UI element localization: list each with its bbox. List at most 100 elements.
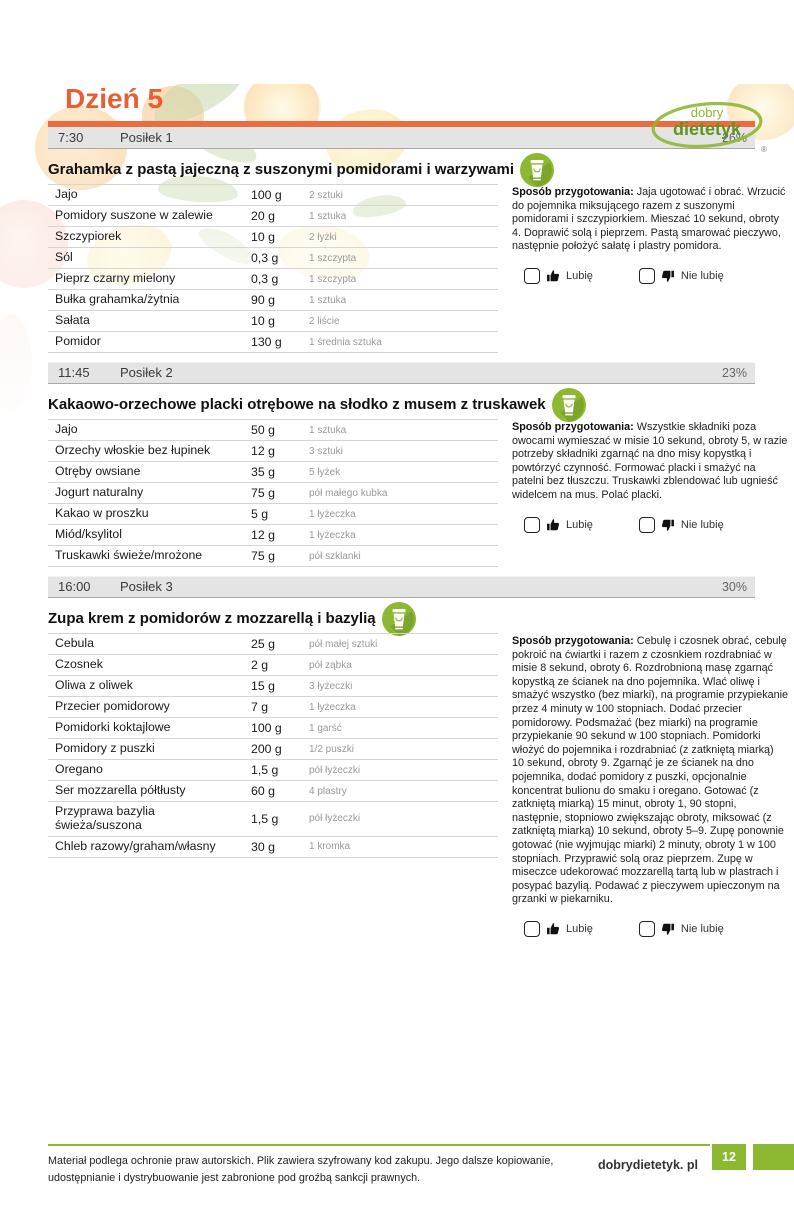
footer-corner-block <box>753 1144 794 1170</box>
ingredient-row: Kakao w proszku 5 g 1 łyżeczka <box>48 504 498 525</box>
ingredient-measure: 1 sztuka <box>309 210 347 222</box>
ingredient-amount: 60 g <box>251 784 275 798</box>
ingredient-name: Czosnek <box>55 657 103 672</box>
ingredient-amount: 75 g <box>251 549 275 563</box>
rating-row: Lubię Nie lubię <box>512 516 788 533</box>
meal-energy-percent: 30% <box>721 579 747 594</box>
meal-body: Jajo 100 g 2 sztuki Pomidory suszone w z… <box>48 184 788 353</box>
recipe-title-row: Kakaowo-orzechowe placki otrębowe na sło… <box>48 387 794 422</box>
preparation-paragraph: Sposób przygotowania: Wszystkie składnik… <box>512 421 788 503</box>
dislike-checkbox[interactable] <box>638 267 655 284</box>
preparation-text: Cebulę i czosnek obrać, cebulę pokroić n… <box>512 635 789 906</box>
registered-trademark-icon: ® <box>761 145 767 154</box>
ingredient-row: Truskawki świeże/mrożone 75 g pół szklan… <box>48 546 498 567</box>
ingredient-row: Ser mozzarella półtłusty 60 g 4 plastry <box>48 781 498 802</box>
ingredient-name: Sałata <box>55 313 90 328</box>
ingredient-measure: 4 plastry <box>309 785 347 797</box>
meal-header-bar: 11:45 Posiłek 2 23% <box>48 362 755 384</box>
meal-name: Posiłek 1 <box>120 130 173 145</box>
meal-name: Posiłek 2 <box>120 365 173 380</box>
ingredient-row: Chleb razowy/graham/własny 30 g 1 kromka <box>48 836 498 858</box>
page-footer: Materiał podlega ochronie praw autorskic… <box>0 1142 794 1207</box>
ingredient-name: Szczypiorek <box>55 229 122 244</box>
recipe-title-row: Zupa krem z pomidorów z mozzarellą i baz… <box>48 601 794 636</box>
copyright-text: Materiał podlega ochronie praw autorskic… <box>48 1155 554 1184</box>
ingredient-amount: 75 g <box>251 486 275 500</box>
ingredient-amount: 200 g <box>251 742 282 756</box>
ingredient-amount: 0,3 g <box>251 272 279 286</box>
blender-icon <box>381 601 417 642</box>
preparation-label: Sposób przygotowania: <box>512 421 634 433</box>
footer-divider-line <box>48 1144 710 1146</box>
like-label: Lubię <box>566 518 593 531</box>
page-number-badge: 12 <box>712 1144 746 1170</box>
meal-name: Posiłek 3 <box>120 579 173 594</box>
ingredient-measure: 1/2 puszki <box>309 743 355 755</box>
ingredient-row: Oregano 1,5 g pół łyżeczki <box>48 760 498 781</box>
ingredient-measure: 1 garść <box>309 722 342 734</box>
dislike-button[interactable]: Nie lubię <box>638 516 724 533</box>
rating-row: Lubię Nie lubię <box>512 267 788 284</box>
ingredient-row: Bułka grahamka/żytnia 90 g 1 sztuka <box>48 290 498 311</box>
ingredient-amount: 100 g <box>251 188 282 202</box>
ingredient-amount: 20 g <box>251 209 275 223</box>
ingredient-name: Cebula <box>55 636 94 651</box>
ingredient-row: Cebula 25 g pół małej sztuki <box>48 634 498 655</box>
meal-time: 11:45 <box>58 365 90 380</box>
ingredient-measure: 1 sztuka <box>309 424 347 436</box>
thumbs-down-icon <box>661 518 675 532</box>
like-checkbox[interactable] <box>524 516 540 533</box>
like-button[interactable]: Lubię <box>524 267 593 284</box>
ingredient-amount: 2 g <box>251 658 269 672</box>
ingredient-row: Pomidorki koktajlowe 100 g 1 garść <box>48 718 498 739</box>
ingredient-measure: 2 łyżki <box>309 231 337 243</box>
ingredient-row: Jajo 50 g 1 sztuka <box>48 420 498 441</box>
dobry-dietetyk-logo: dobry dietetyk ® <box>651 101 767 154</box>
ingredient-measure: 2 sztuki <box>309 189 343 201</box>
preparation-column: Sposób przygotowania: Wszystkie składnik… <box>512 419 788 533</box>
preparation-text: Jaja ugotować i obrać. Wrzucić do pojemn… <box>512 186 786 253</box>
logo-word-dobry: dobry <box>691 105 724 120</box>
meal-header-bar: 16:00 Posiłek 3 30% <box>48 576 755 598</box>
like-label: Lubię <box>566 269 593 282</box>
meals-list: 7:30 Posiłek 1 26% Grahamka z pastą jaje… <box>0 127 794 937</box>
ingredient-measure: 1 łyżeczka <box>309 529 356 541</box>
preparation-label: Sposób przygotowania: <box>512 635 634 647</box>
ingredient-measure: 1 łyżeczka <box>309 701 356 713</box>
blender-icon <box>519 152 555 193</box>
meal-section: 7:30 Posiłek 1 26% Grahamka z pastą jaje… <box>0 127 794 353</box>
ingredient-measure: 5 łyżek <box>309 466 341 478</box>
like-button[interactable]: Lubię <box>524 920 593 937</box>
ingredient-measure: 1 kromka <box>309 841 351 853</box>
ingredient-row: Orzechy włoskie bez łupinek 12 g 3 sztuk… <box>48 441 498 462</box>
dislike-checkbox[interactable] <box>638 516 655 533</box>
recipe-title: Kakaowo-orzechowe placki otrębowe na sło… <box>48 395 546 413</box>
ingredient-amount: 12 g <box>251 444 275 458</box>
ingredient-name: Oliwa z oliwek <box>55 678 133 693</box>
ingredient-amount: 90 g <box>251 293 275 307</box>
ingredient-row: Otręby owsiane 35 g 5 łyżek <box>48 462 498 483</box>
dislike-checkbox[interactable] <box>638 920 655 937</box>
ingredient-row: Pomidory suszone w zalewie 20 g 1 sztuka <box>48 206 498 227</box>
ingredient-measure: pół ząbka <box>309 659 352 671</box>
dislike-button[interactable]: Nie lubię <box>638 920 724 937</box>
ingredient-name: Kakao w proszku <box>55 506 149 521</box>
preparation-column: Sposób przygotowania: Jaja ugotować i ob… <box>512 184 788 284</box>
ingredient-amount: 12 g <box>251 528 275 542</box>
like-checkbox[interactable] <box>524 920 540 937</box>
ingredient-row: Przecier pomidorowy 7 g 1 łyżeczka <box>48 697 498 718</box>
ingredient-row: Pomidor 130 g 1 średnia sztuka <box>48 332 498 353</box>
meal-section: 11:45 Posiłek 2 23% Kakaowo-orzechowe pl… <box>0 362 794 567</box>
like-checkbox[interactable] <box>524 267 540 284</box>
thumbs-up-icon <box>546 518 560 532</box>
dislike-label: Nie lubię <box>680 269 724 282</box>
ingredient-amount: 1,5 g <box>251 763 279 777</box>
meal-header-bar: 7:30 Posiłek 1 26% <box>48 127 755 149</box>
dislike-label: Nie lubię <box>680 922 724 935</box>
thumbs-down-icon <box>661 269 675 283</box>
like-button[interactable]: Lubię <box>524 516 593 533</box>
ingredient-row: Sól 0,3 g 1 szczypta <box>48 248 498 269</box>
dislike-button[interactable]: Nie lubię <box>638 267 724 284</box>
ingredient-name: Pomidory z puszki <box>55 741 155 756</box>
preparation-label: Sposób przygotowania: <box>512 186 634 198</box>
